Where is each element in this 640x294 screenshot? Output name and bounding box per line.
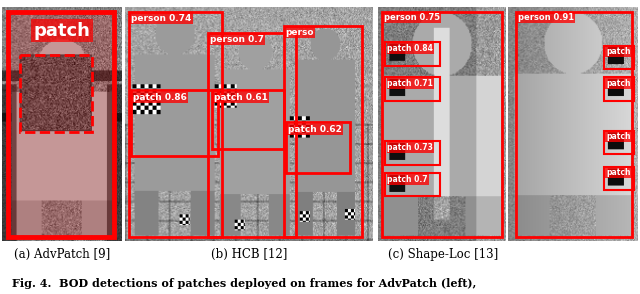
Bar: [516, 11, 632, 237]
Bar: [8, 11, 114, 237]
Text: person 0.75: person 0.75: [383, 13, 440, 22]
Bar: [285, 122, 349, 173]
Bar: [604, 46, 634, 69]
Text: patch 0.86: patch 0.86: [134, 93, 188, 102]
Text: patch: patch: [606, 47, 630, 56]
Text: person 0.7: person 0.7: [209, 35, 264, 44]
Bar: [604, 131, 634, 154]
Bar: [385, 141, 440, 165]
Text: (a) AdvPatch [9]: (a) AdvPatch [9]: [14, 248, 110, 261]
Text: patch: patch: [606, 79, 630, 88]
Bar: [604, 78, 634, 101]
Text: patch 0.71: patch 0.71: [387, 79, 433, 88]
Bar: [385, 78, 440, 101]
Text: patch: patch: [606, 168, 630, 177]
Text: patch 0.61: patch 0.61: [214, 93, 268, 102]
Bar: [604, 167, 634, 190]
Text: (c) Shape-Loc [13]: (c) Shape-Loc [13]: [388, 248, 498, 261]
Bar: [212, 90, 284, 149]
Text: person 0.91: person 0.91: [518, 13, 574, 22]
Text: patch: patch: [606, 132, 630, 141]
Bar: [284, 26, 362, 237]
Bar: [20, 55, 92, 132]
Text: patch 0.73: patch 0.73: [387, 143, 433, 152]
Text: Fig. 4.  BOD detections of patches deployed on frames for AdvPatch (left),: Fig. 4. BOD detections of patches deploy…: [12, 278, 476, 289]
Bar: [131, 90, 218, 156]
Bar: [129, 11, 221, 237]
Bar: [207, 33, 296, 237]
Bar: [385, 173, 440, 196]
Text: perso: perso: [285, 28, 314, 37]
Text: patch 0.84: patch 0.84: [387, 44, 433, 53]
Text: person 0.74: person 0.74: [131, 14, 192, 23]
Text: patch 0.62: patch 0.62: [287, 125, 342, 134]
Text: (b) HCB [12]: (b) HCB [12]: [211, 248, 288, 261]
Text: patch: patch: [34, 22, 90, 40]
Text: patch 0.7: patch 0.7: [387, 175, 428, 183]
Bar: [385, 42, 440, 66]
